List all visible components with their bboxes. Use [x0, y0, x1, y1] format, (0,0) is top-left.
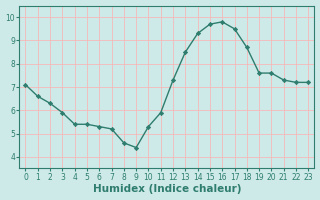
- X-axis label: Humidex (Indice chaleur): Humidex (Indice chaleur): [93, 184, 241, 194]
